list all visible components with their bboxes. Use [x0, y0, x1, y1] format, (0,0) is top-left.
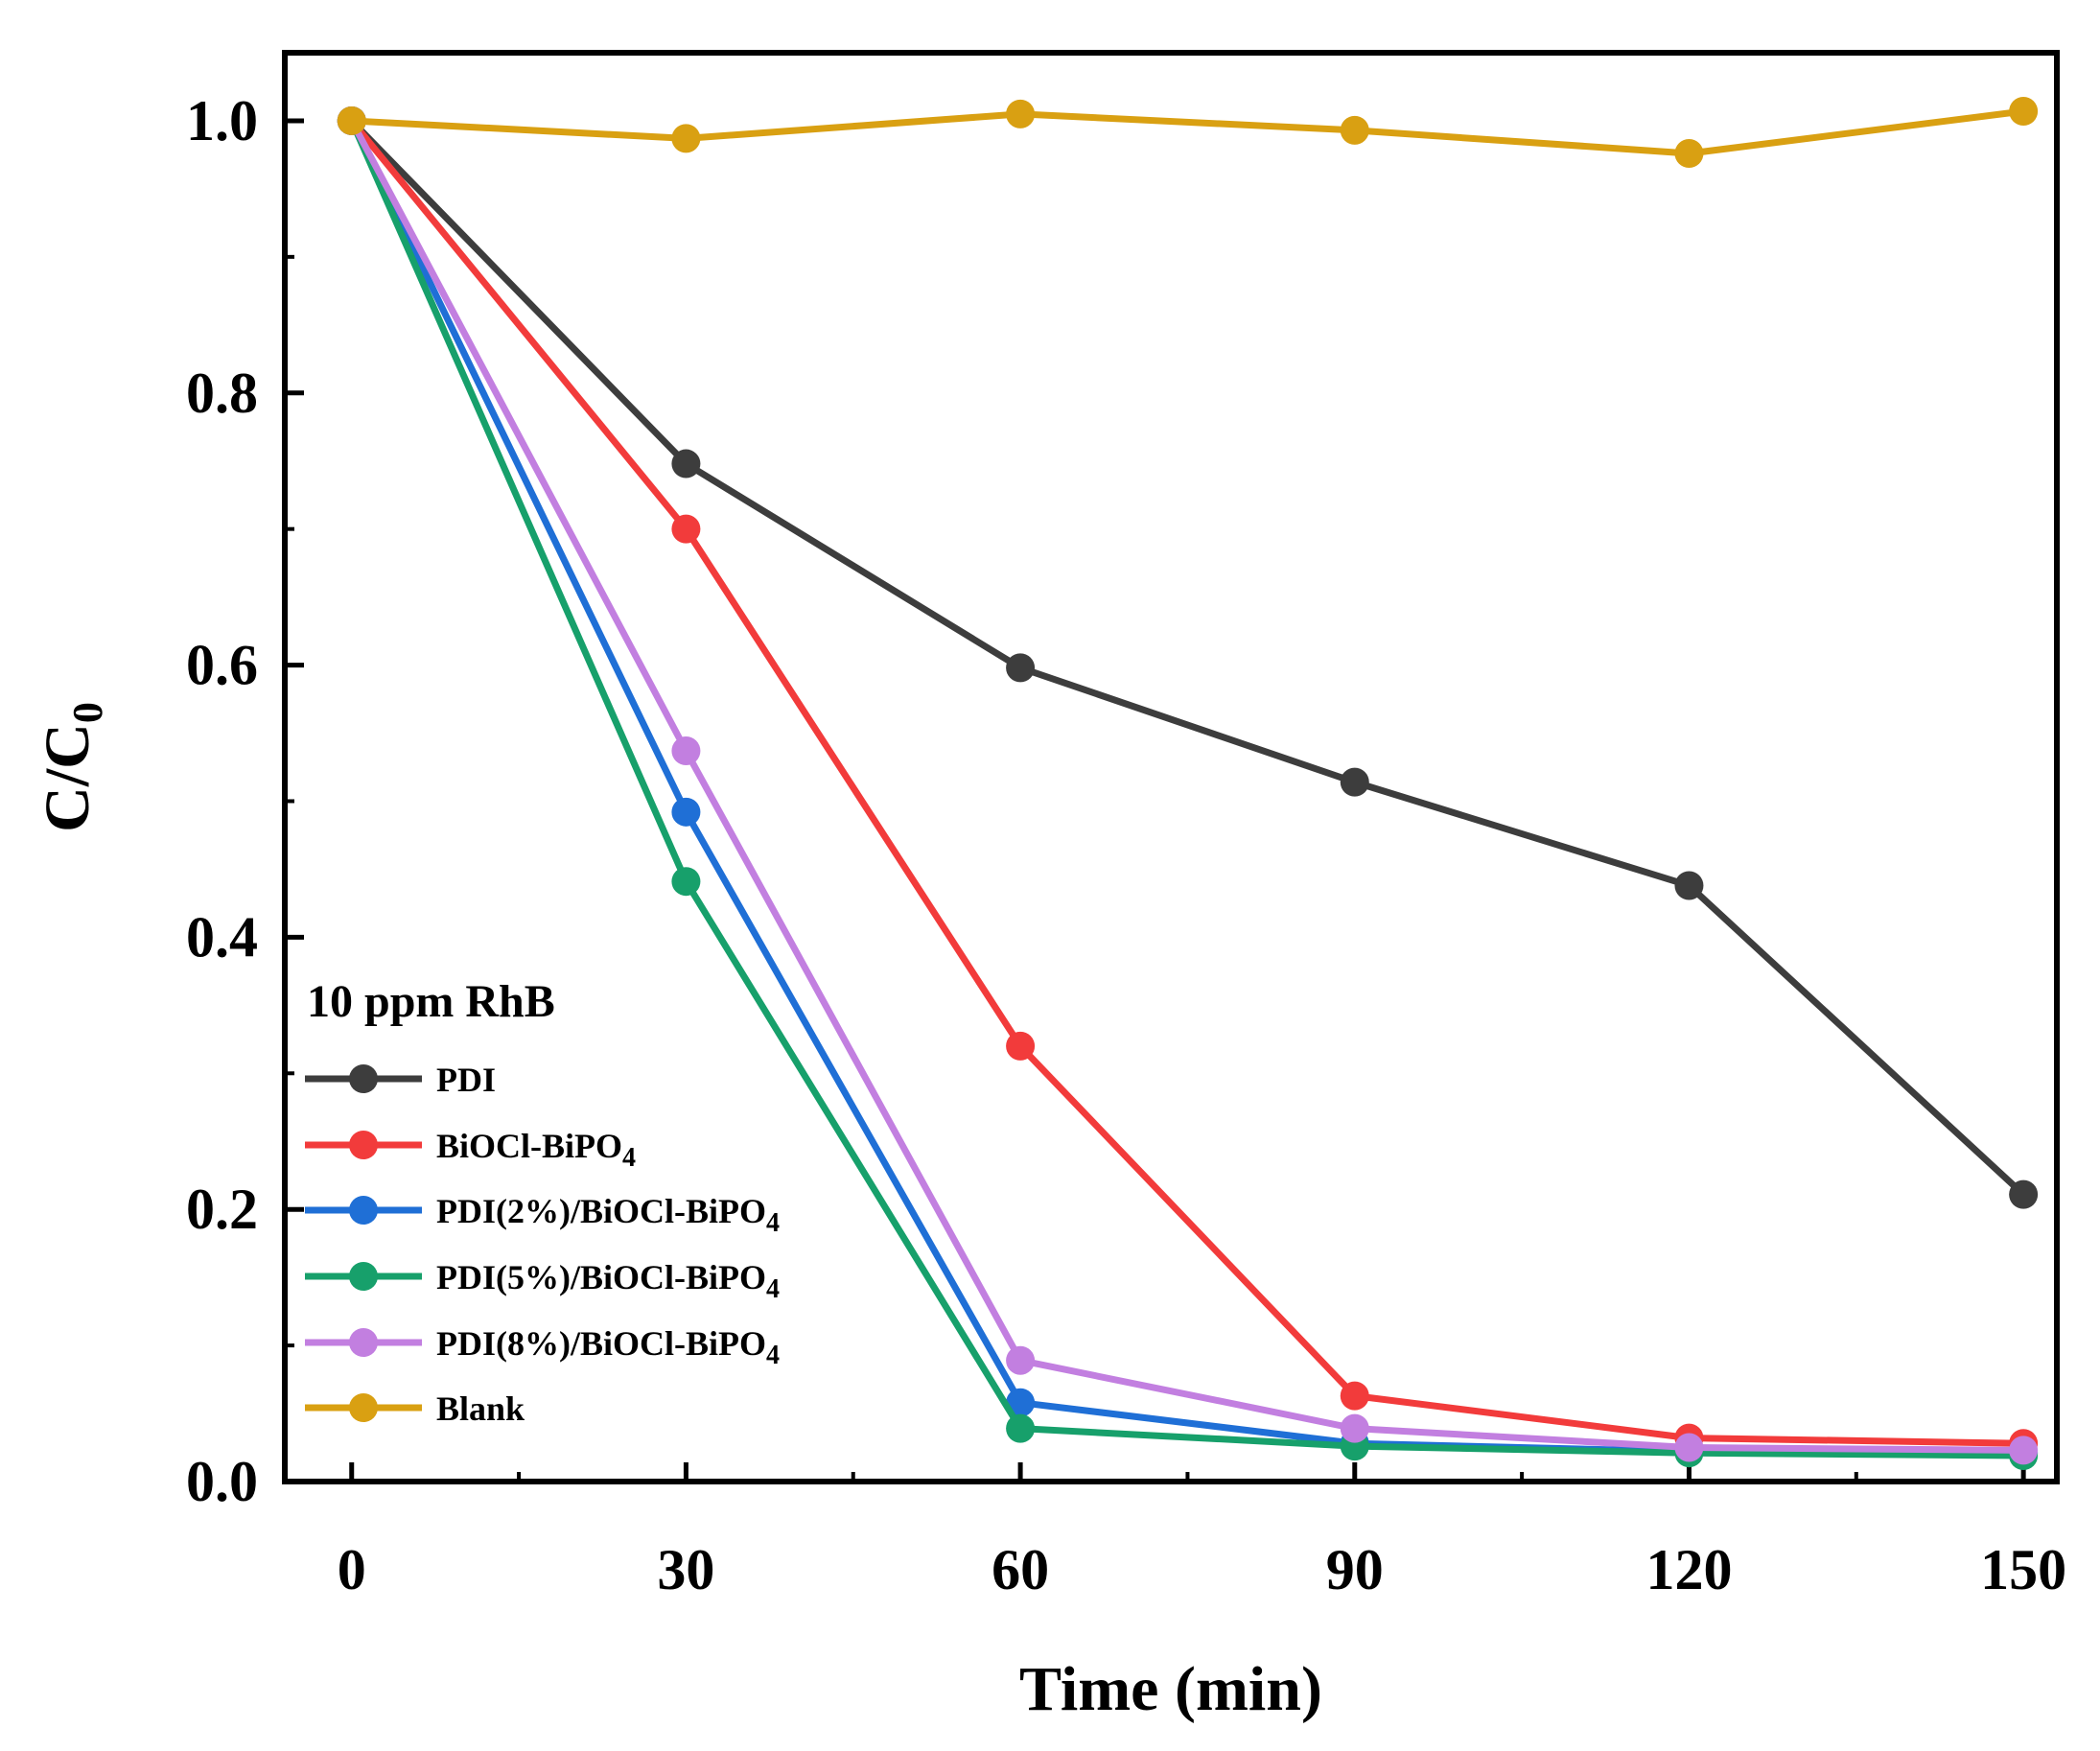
legend-marker — [349, 1196, 378, 1225]
data-point — [2009, 97, 2039, 127]
series-line — [348, 119, 2024, 1454]
legend-label-main: PDI(8%)/BiOCl-BiPO — [436, 1324, 766, 1363]
legend-label-main: BiOCl-BiPO — [436, 1127, 622, 1165]
legend-item: PDI(2%)/BiOCl-BiPO4 — [305, 1192, 780, 1238]
x-axis-title: Time (min) — [1019, 1654, 1322, 1724]
series-line — [351, 107, 2024, 157]
data-point — [337, 105, 366, 135]
series-line — [348, 119, 2024, 1459]
legend-label-subscript: 4 — [766, 1208, 780, 1238]
data-point — [671, 514, 701, 544]
data-point — [1340, 1381, 1369, 1411]
data-point — [1006, 1413, 1036, 1443]
legend-item: PDI(5%)/BiOCl-BiPO4 — [305, 1258, 780, 1304]
legend-marker — [349, 1262, 378, 1291]
y-tick-label: 0.6 — [186, 634, 258, 697]
data-point — [671, 124, 701, 153]
data-point — [1006, 653, 1036, 683]
y-tick-label: 0.0 — [186, 1450, 258, 1513]
legend-label-subscript: 4 — [766, 1274, 780, 1304]
legend-item: BiOCl-BiPO4 — [305, 1127, 636, 1173]
legend-label-subscript: 4 — [622, 1143, 636, 1173]
data-point — [2009, 1179, 2039, 1209]
y-tick-label: 0.8 — [186, 362, 258, 425]
y-tick-label: 1.0 — [186, 89, 258, 152]
y-tick-label: 0.2 — [186, 1178, 258, 1241]
y-tick-label: 0.4 — [186, 905, 258, 969]
legend-item: Blank — [305, 1389, 525, 1428]
data-point — [671, 867, 701, 897]
legend-label-main: PDI(2%)/BiOCl-BiPO — [436, 1192, 766, 1230]
data-point — [671, 735, 701, 765]
x-tick-label: 150 — [1980, 1538, 2066, 1601]
legend-label-main: Blank — [436, 1389, 525, 1428]
data-point — [1674, 139, 1704, 169]
legend-label: BiOCl-BiPO4 — [436, 1127, 636, 1173]
legend-item: PDI — [305, 1061, 496, 1099]
data-point — [1674, 1433, 1704, 1462]
legend-label: PDI(2%)/BiOCl-BiPO4 — [436, 1192, 780, 1238]
tick-labels: 0 30 60 90 120 150 0.0 0.2 0.4 0.6 0.8 1.0 — [186, 89, 2066, 1601]
data-point — [1006, 1388, 1036, 1417]
data-point — [1674, 871, 1704, 900]
data-point — [2009, 1436, 2039, 1465]
legend-marker — [349, 1328, 378, 1357]
data-point — [1006, 99, 1036, 128]
data-point — [1340, 767, 1369, 797]
legend-label: Blank — [436, 1389, 525, 1428]
annotation-label: 10 ppm RhB — [307, 976, 555, 1027]
data-point — [1340, 115, 1369, 145]
legend-marker — [349, 1393, 378, 1422]
series-line — [349, 118, 2024, 1447]
legend-label-subscript: 4 — [766, 1341, 780, 1370]
y-axis-title-main: C/C — [33, 723, 103, 832]
legend: PDIBiOCl-BiPO4PDI(2%)/BiOCl-BiPO4PDI(5%)… — [305, 1061, 780, 1428]
data-point — [671, 449, 701, 479]
x-tick-label: 120 — [1645, 1538, 1732, 1601]
legend-item: PDI(8%)/BiOCl-BiPO4 — [305, 1324, 780, 1370]
data-point — [1340, 1413, 1369, 1443]
data-point — [1006, 1345, 1036, 1375]
x-tick-label: 30 — [657, 1538, 714, 1601]
x-tick-label: 90 — [1326, 1538, 1384, 1601]
series-layer — [337, 97, 2039, 1471]
legend-marker — [349, 1131, 378, 1159]
legend-marker — [349, 1064, 378, 1093]
legend-label-main: PDI — [436, 1061, 496, 1099]
y-axis-title: C/C0 — [33, 702, 111, 832]
legend-label-main: PDI(5%)/BiOCl-BiPO — [436, 1258, 766, 1296]
series-line — [349, 118, 2026, 1198]
legend-label: PDI — [436, 1061, 496, 1099]
series-5 — [337, 97, 2039, 169]
data-point — [671, 797, 701, 827]
legend-label: PDI(8%)/BiOCl-BiPO4 — [436, 1324, 780, 1370]
legend-label: PDI(5%)/BiOCl-BiPO4 — [436, 1258, 780, 1304]
x-tick-label: 60 — [992, 1538, 1049, 1601]
x-tick-label: 0 — [338, 1538, 366, 1601]
plot-frame — [282, 50, 2060, 1484]
y-axis-title-subscript: 0 — [64, 702, 111, 723]
data-point — [1006, 1031, 1036, 1061]
